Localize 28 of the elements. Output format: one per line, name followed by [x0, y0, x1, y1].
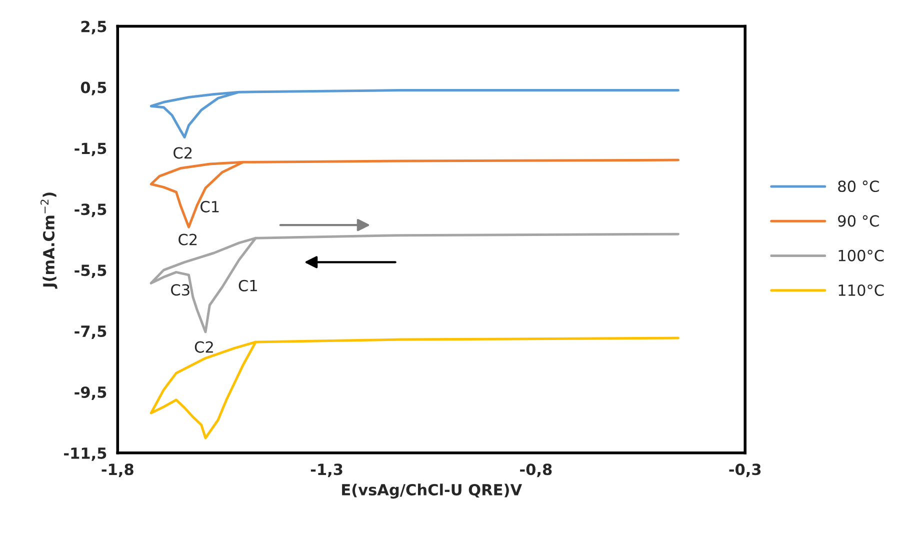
line-series	[150, 232, 680, 334]
annotation: C2	[194, 341, 213, 353]
annotation: C2	[174, 147, 192, 159]
legend-label: 80 °C	[838, 180, 879, 192]
x-axis-title: E(vsAg/ChCl-U QRE)V	[342, 484, 522, 499]
y-tick-label: -3,5	[74, 204, 106, 218]
line-series	[150, 89, 680, 138]
y-tick-label: 2,5	[81, 20, 106, 34]
y-tick-label: -7,5	[74, 326, 106, 339]
y-tick-label: 0,5	[80, 82, 106, 96]
annotation: C1	[200, 200, 219, 212]
y-tick-label: -11,5	[64, 448, 106, 461]
y-tick-label: -9,5	[74, 386, 106, 400]
x-tick-label: -1,3	[310, 464, 342, 478]
y-axis-title: J(mA.Cm$^{−2}$)	[40, 192, 58, 289]
legend-label: 110°C	[838, 284, 884, 296]
y-tick-label: -5,5	[74, 264, 106, 278]
x-tick-label: -1,8	[102, 464, 134, 478]
line-series	[150, 158, 680, 228]
legend-label: 90 °C	[838, 215, 879, 227]
y-tick-label: -1,5	[74, 142, 106, 156]
annotation: C3	[171, 284, 190, 296]
line-series	[150, 336, 680, 440]
x-tick-label: -0,8	[520, 464, 552, 478]
x-tick-label: -0,3	[729, 464, 761, 478]
annotation: C2	[178, 234, 197, 246]
annotation: C1	[238, 280, 257, 292]
legend-label: 100°C	[838, 250, 884, 262]
